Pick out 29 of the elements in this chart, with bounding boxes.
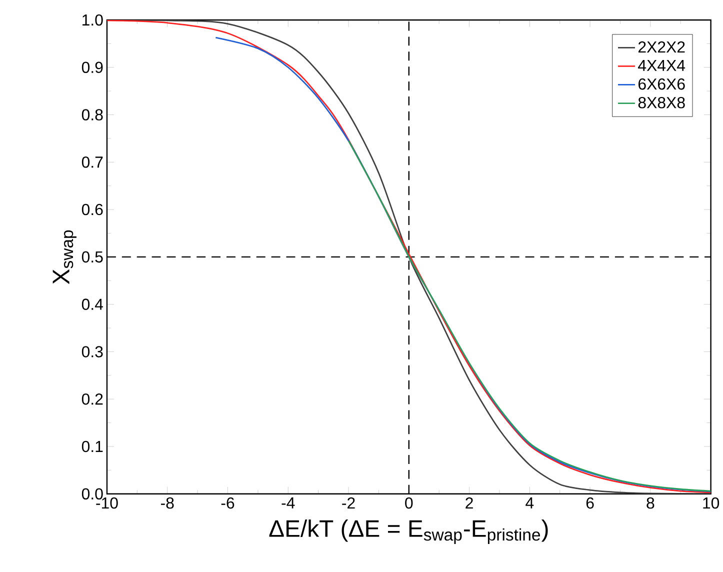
legend-label: 2X2X2: [638, 41, 685, 53]
x-tick-label: -8: [160, 497, 174, 509]
x-axis-title: ΔE/kT (ΔE = E$_{swap}$-E$_{pristine}$): [269, 520, 548, 544]
y-tick-label: 0.3: [82, 346, 103, 358]
legend-label: 4X4X4: [638, 60, 686, 72]
y-tick-label: 0.8: [82, 109, 103, 120]
x-tick-label: -2: [342, 497, 355, 509]
legend-label: 6X6X6: [638, 78, 685, 90]
x-tick-label: -4: [282, 497, 295, 508]
x-tick-label: 4: [526, 497, 534, 508]
y-tick-label: 0.5: [82, 251, 103, 263]
y-axis-title: X$_{swap}$: [52, 230, 76, 284]
y-tick-label: 0.4: [82, 298, 103, 310]
y-tick-label: 0.2: [82, 394, 103, 405]
x-tick-label: 2: [466, 497, 473, 509]
x-tick-label: 0: [405, 497, 413, 509]
x-tick-label: -6: [221, 497, 234, 509]
line-series: [348, 140, 711, 492]
legend-label: 8X8X8: [638, 97, 685, 108]
y-tick-label: 0.7: [82, 156, 103, 168]
x-tick-label: 10: [703, 497, 720, 509]
y-tick-label: 0.0: [82, 488, 103, 500]
y-tick-label: 0.1: [82, 440, 103, 452]
y-tick-label: 0.6: [82, 204, 103, 216]
x-tick-label: 6: [586, 497, 594, 509]
x-tick-label: -10: [96, 497, 118, 509]
x-tick-label: 8: [646, 497, 654, 509]
y-tick-label: 1.0: [82, 14, 103, 26]
y-tick-label: 0.9: [82, 62, 103, 74]
